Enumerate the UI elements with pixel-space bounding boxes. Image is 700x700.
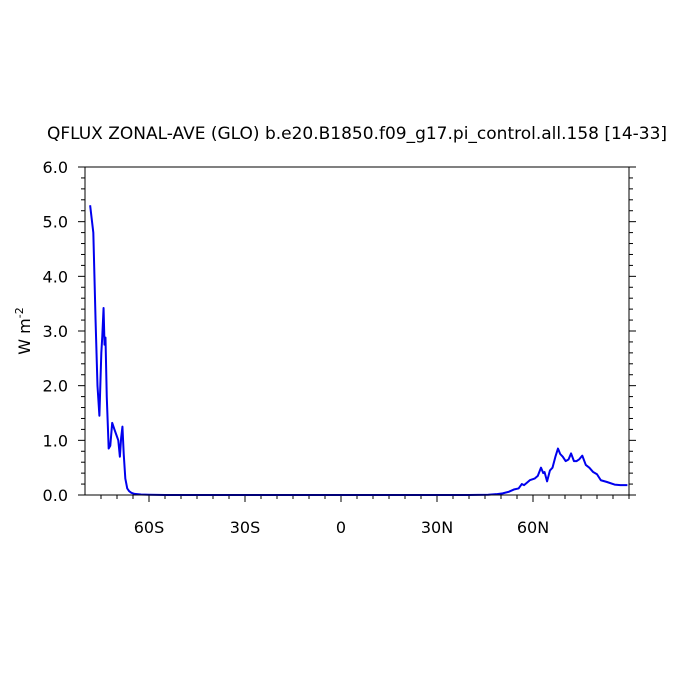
x-tick-label: 0 [336, 518, 346, 537]
svg-text:W m-2: W m-2 [13, 307, 34, 354]
plot-frame [84, 166, 630, 496]
y-tick-label: 0.0 [43, 486, 68, 505]
y-tick-label: 2.0 [43, 377, 68, 396]
y-axis-label-exponent: -2 [13, 307, 26, 318]
y-tick-label: 1.0 [43, 431, 68, 450]
y-tick-label: 3.0 [43, 322, 68, 341]
y-tick-label: 6.0 [43, 158, 68, 177]
y-tick-label: 4.0 [43, 267, 68, 286]
y-axis-label-main: W m [15, 318, 34, 355]
axis-ticks [78, 166, 636, 502]
x-tick-label: 60S [134, 518, 165, 537]
plot-area [89, 205, 628, 496]
y-tick-label: 5.0 [43, 213, 68, 232]
x-tick-label: 60N [517, 518, 549, 537]
x-tick-label: 30N [421, 518, 453, 537]
series-line [89, 205, 628, 496]
tick-labels: 0.0 1.0 2.0 3.0 4.0 5.0 6.0 60S 30S 0 30N 60N [43, 158, 550, 537]
x-tick-label: 30S [230, 518, 261, 537]
chart-title: QFLUX ZONAL-AVE (GLO) b.e20.B1850.f09_g1… [47, 124, 667, 144]
y-axis-label: W m-2 [13, 307, 34, 354]
